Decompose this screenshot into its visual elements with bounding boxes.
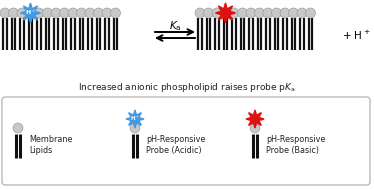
- Circle shape: [17, 8, 27, 18]
- Circle shape: [34, 8, 44, 18]
- Circle shape: [9, 8, 18, 18]
- Text: Increased anionic phospholipid raises probe p$\mathit{K}_\mathrm{a}$: Increased anionic phospholipid raises pr…: [78, 81, 296, 94]
- Polygon shape: [246, 110, 264, 128]
- Circle shape: [25, 8, 36, 18]
- Polygon shape: [21, 3, 40, 23]
- Circle shape: [59, 8, 70, 18]
- Text: pH-Responsive
Probe (Acidic): pH-Responsive Probe (Acidic): [146, 135, 205, 155]
- Circle shape: [297, 8, 307, 18]
- Circle shape: [288, 8, 298, 18]
- Circle shape: [237, 8, 248, 18]
- Circle shape: [110, 8, 120, 18]
- Circle shape: [130, 123, 140, 133]
- Circle shape: [43, 8, 52, 18]
- Text: + H$^+$: + H$^+$: [342, 29, 370, 42]
- Circle shape: [68, 8, 78, 18]
- Circle shape: [229, 8, 239, 18]
- Circle shape: [13, 123, 23, 133]
- Circle shape: [51, 8, 61, 18]
- Text: Membrane
Lipids: Membrane Lipids: [29, 135, 73, 155]
- Circle shape: [195, 8, 205, 18]
- Text: pH-Responsive
Probe (Basic): pH-Responsive Probe (Basic): [266, 135, 325, 155]
- Circle shape: [306, 8, 316, 18]
- Circle shape: [77, 8, 86, 18]
- Circle shape: [280, 8, 290, 18]
- Polygon shape: [126, 110, 144, 128]
- Text: H$^+$: H$^+$: [130, 115, 140, 123]
- Circle shape: [94, 8, 104, 18]
- Circle shape: [85, 8, 95, 18]
- Circle shape: [246, 8, 256, 18]
- Circle shape: [102, 8, 112, 18]
- Text: H$^+$: H$^+$: [25, 9, 36, 17]
- Circle shape: [254, 8, 264, 18]
- Polygon shape: [215, 3, 236, 23]
- Circle shape: [272, 8, 282, 18]
- Circle shape: [250, 123, 260, 133]
- Text: $\mathit{K}_\mathrm{a}$: $\mathit{K}_\mathrm{a}$: [169, 19, 181, 33]
- Circle shape: [221, 8, 230, 18]
- Circle shape: [203, 8, 214, 18]
- Circle shape: [212, 8, 222, 18]
- Circle shape: [0, 8, 10, 18]
- FancyBboxPatch shape: [2, 97, 370, 185]
- Circle shape: [263, 8, 273, 18]
